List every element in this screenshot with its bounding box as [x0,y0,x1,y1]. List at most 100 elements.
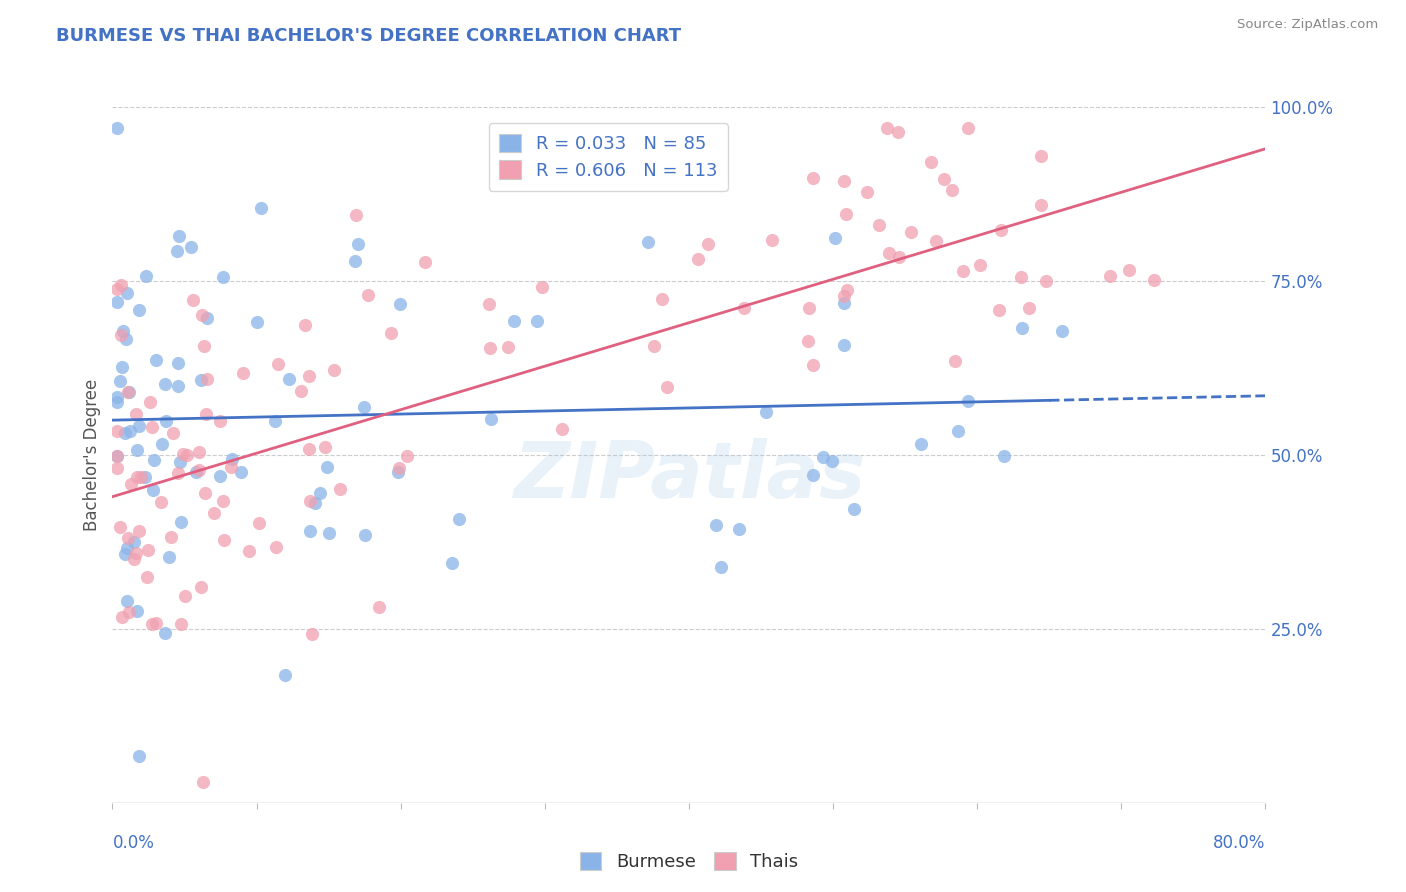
Point [876,120,898,135]
Point [118,425,141,439]
Point [115,286,138,301]
Point [761,233,783,247]
Point [264,540,287,554]
Point [315,440,337,454]
Point [195,310,218,325]
Point [380,326,402,341]
Point [879,245,901,260]
Point [249,201,271,215]
Point [149,495,172,509]
Text: Source: ZipAtlas.com: Source: ZipAtlas.com [1237,18,1378,31]
Point [832,338,855,352]
Point [315,459,337,474]
Text: 0.0%: 0.0% [112,834,155,852]
Point [162,426,184,441]
Point [143,452,166,467]
Point [706,518,728,533]
Point [1035,274,1057,288]
Point [832,289,855,303]
Point [105,424,128,438]
Point [755,405,778,419]
Point [153,376,176,391]
Point [651,293,673,307]
Point [124,552,146,566]
Point [249,516,271,531]
Point [637,235,659,249]
Point [105,295,128,310]
Point [1143,273,1166,287]
Point [900,225,922,239]
Point [209,414,232,428]
Point [353,400,375,414]
Point [195,372,218,386]
Point [267,357,290,371]
Point [413,255,436,269]
Point [108,374,131,388]
Point [128,418,150,433]
Point [993,449,1015,463]
Point [1031,148,1053,162]
Point [208,469,231,483]
Point [180,240,202,254]
Point [813,450,835,465]
Point [835,283,858,297]
Point [166,466,188,480]
Point [728,522,751,536]
Point [801,358,824,372]
Point [887,125,910,139]
Point [135,570,157,584]
Point [821,454,844,468]
Point [943,353,966,368]
Point [697,237,720,252]
Point [184,465,207,479]
Point [128,303,150,318]
Point [304,496,326,510]
Point [318,526,340,541]
Point [957,120,980,135]
Point [299,524,322,538]
Point [551,421,574,435]
Point [309,485,332,500]
Point [127,443,149,458]
Point [118,605,141,619]
Point [114,426,136,441]
Point [174,589,197,603]
Point [388,297,411,311]
Point [114,547,136,561]
Point [395,449,418,463]
Point [141,420,163,434]
Point [733,301,755,315]
Legend: R = 0.033   N = 85, R = 0.606   N = 113: R = 0.033 N = 85, R = 0.606 N = 113 [489,123,728,191]
Point [221,451,243,466]
Point [120,477,142,491]
Point [502,314,524,328]
Point [969,258,991,272]
Point [188,445,211,459]
Point [1018,301,1040,315]
Point [105,282,128,296]
Point [832,296,855,310]
Point [125,407,148,421]
Point [159,550,181,565]
Point [105,449,128,463]
Point [115,594,138,608]
Point [952,264,974,278]
Point [111,609,134,624]
Point [479,412,502,426]
Point [1011,321,1033,335]
Point [129,470,152,484]
Point [835,207,858,221]
Point [110,328,132,343]
Point [150,437,173,451]
Point [105,390,128,404]
Point [127,604,149,618]
Point [145,616,167,631]
Point [925,234,948,248]
Point [948,424,970,438]
Point [219,459,242,474]
Point [115,333,138,347]
Point [496,341,519,355]
Text: ZIPatlas: ZIPatlas [513,438,865,514]
Point [1010,270,1032,285]
Point [134,470,156,484]
